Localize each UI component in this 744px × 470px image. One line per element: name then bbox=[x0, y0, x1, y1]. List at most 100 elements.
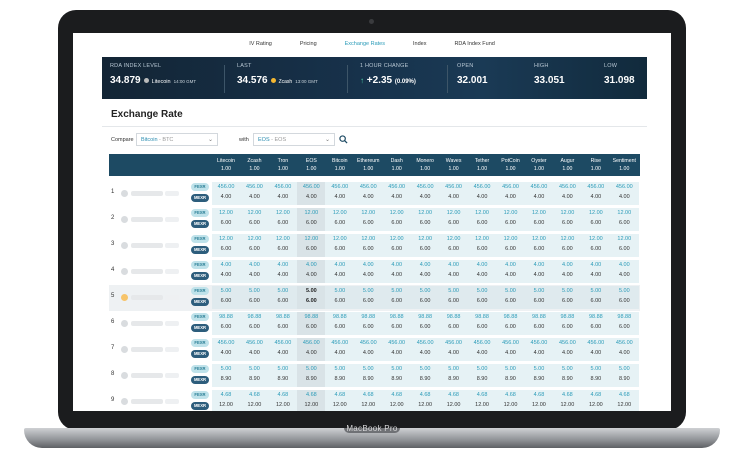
mexr-value: 4.00 bbox=[533, 272, 545, 278]
top-nav: IV Rating Pricing Exchange Rates Index RDA I… bbox=[73, 33, 671, 55]
mexr-value: 8.90 bbox=[419, 376, 431, 382]
mexr-value: 6.00 bbox=[334, 220, 346, 226]
fexr-value: 12.00 bbox=[475, 236, 489, 242]
fexr-value: 456.00 bbox=[558, 340, 576, 346]
camera-icon bbox=[369, 19, 374, 24]
table-row[interactable]: 3 FEXR MEXR 12.00 6.00 12.00 6.00 12.00 6.00 12.0… bbox=[109, 233, 640, 259]
fexr-value: 12.00 bbox=[276, 236, 290, 242]
column-header-sentiment[interactable]: Sentiment 1.00 bbox=[610, 157, 638, 173]
fexr-value: 4.68 bbox=[362, 392, 374, 398]
column-header-tron[interactable]: Tron 1.00 bbox=[269, 157, 297, 173]
mexr-value: 4.00 bbox=[618, 194, 630, 200]
table-row[interactable]: 2 FEXR MEXR 12.00 6.00 12.00 6.00 12.00 6.00 12.0… bbox=[109, 207, 640, 233]
fexr-value: 456.00 bbox=[615, 184, 633, 190]
fexr-value: 12.00 bbox=[617, 236, 632, 242]
fexr-value: 12.00 bbox=[560, 236, 575, 242]
index-banner: RDA INDEX LEVEL 34.879 Litecoin 14:00 GMT … bbox=[102, 57, 647, 99]
fexr-value: 456.00 bbox=[416, 340, 434, 346]
fexr-value: 4.68 bbox=[533, 392, 545, 398]
fexr-value: 98.88 bbox=[446, 314, 461, 320]
column-header-waves[interactable]: Waves 1.00 bbox=[440, 157, 468, 173]
column-header-zcash[interactable]: Zcash 1.00 bbox=[240, 157, 268, 173]
fexr-value: 4.00 bbox=[590, 262, 602, 268]
mexr-value: 8.90 bbox=[249, 376, 260, 382]
column-header-bitcoin[interactable]: Bitcoin 1.00 bbox=[326, 157, 354, 173]
column-header-monero[interactable]: Monero 1.00 bbox=[411, 157, 439, 173]
rate-cells: 4.68 12.00 4.68 12.00 4.68 12.00 4.68 12.00 4.68… bbox=[212, 390, 639, 411]
nav-item-rda-index-fund[interactable]: RDA Index Fund bbox=[454, 41, 495, 47]
fexr-value: 12.00 bbox=[304, 210, 319, 216]
fexr-value: 4.68 bbox=[505, 392, 516, 398]
coin-name-blurred bbox=[131, 321, 163, 326]
nav-item-index[interactable]: Index bbox=[412, 41, 427, 47]
fexr-value: 98.88 bbox=[219, 314, 233, 320]
table-row[interactable]: 7 FEXR MEXR 456.00 4.00 456.00 4.00 456.00 4.00 4… bbox=[109, 337, 640, 363]
fexr-value: 4.68 bbox=[476, 392, 488, 398]
fexr-value: 5.00 bbox=[249, 366, 260, 372]
coin-icon bbox=[121, 320, 128, 327]
table-row[interactable]: 9 FEXR MEXR 4.68 12.00 4.68 12.00 4.68 12.00 4.68… bbox=[109, 389, 640, 411]
fexr-value: 5.00 bbox=[533, 288, 545, 294]
fexr-value: 12.00 bbox=[276, 210, 290, 216]
with-select[interactable]: EOS - EOS ⌄ bbox=[253, 133, 335, 146]
table-row[interactable]: 5 FEXR MEXR 5.00 6.00 5.00 6.00 5.00 6.00 5.00 6.0… bbox=[109, 285, 640, 311]
fexr-value: 5.00 bbox=[419, 288, 431, 294]
mexr-value: 4.00 bbox=[476, 194, 488, 200]
coin-name-blurred bbox=[131, 191, 163, 196]
compare-select[interactable]: Bitcoin - BTC ⌄ bbox=[136, 133, 218, 146]
mexr-value: 8.90 bbox=[590, 376, 602, 382]
coin-name-blurred bbox=[131, 399, 163, 404]
mexr-value: 8.90 bbox=[618, 376, 630, 382]
table-row[interactable]: 4 FEXR MEXR 4.00 4.00 4.00 4.00 4.00 4.00 4.00 4.0… bbox=[109, 259, 640, 285]
fexr-value: 456.00 bbox=[445, 184, 462, 190]
table-row[interactable]: 6 FEXR MEXR 98.88 6.00 98.88 6.00 98.88 6.00 98.8… bbox=[109, 311, 640, 337]
nav-item-iv-rating[interactable]: IV Rating bbox=[249, 41, 272, 47]
nav-item-pricing[interactable]: Pricing bbox=[299, 41, 317, 47]
fexr-value: 98.88 bbox=[475, 314, 489, 320]
search-icon[interactable] bbox=[339, 135, 348, 144]
column-base: 1.00 bbox=[363, 166, 374, 172]
mexr-value: 4.00 bbox=[334, 350, 346, 356]
column-base: 1.00 bbox=[562, 166, 573, 172]
mexr-value: 6.00 bbox=[562, 220, 573, 226]
column-header-potcoin[interactable]: PotCoin 1.00 bbox=[497, 157, 525, 173]
high-stat: HIGH 33.051 bbox=[534, 63, 565, 86]
column-base: 1.00 bbox=[420, 166, 431, 172]
column-header-eos[interactable]: EOS 1.00 bbox=[297, 157, 325, 173]
mexr-value: 12.00 bbox=[560, 402, 575, 408]
table-row[interactable]: 1 FEXR MEXR 456.00 4.00 456.00 4.00 456.00 4.00 4… bbox=[109, 181, 640, 207]
column-name: PotCoin bbox=[501, 158, 520, 164]
fexr-value: 12.00 bbox=[304, 236, 319, 242]
mexr-value: 4.00 bbox=[220, 272, 232, 278]
fexr-value: 4.68 bbox=[334, 392, 346, 398]
mexr-value: 6.00 bbox=[277, 298, 289, 304]
mexr-value: 4.00 bbox=[476, 350, 488, 356]
with-label: with bbox=[239, 137, 249, 143]
mexr-value: 12.00 bbox=[617, 402, 632, 408]
coin-code-blurred bbox=[165, 373, 179, 378]
column-header-ethereum[interactable]: Ethereum 1.00 bbox=[354, 157, 382, 173]
column-header-augur[interactable]: Augur 1.00 bbox=[553, 157, 581, 173]
row-number: 3 bbox=[111, 241, 115, 247]
coin-icon bbox=[121, 216, 128, 223]
fexr-value: 456.00 bbox=[246, 340, 263, 346]
column-header-litecoin[interactable]: Litecoin 1.00 bbox=[212, 157, 240, 173]
column-header-tether[interactable]: Tether 1.00 bbox=[468, 157, 496, 173]
row-number: 5 bbox=[111, 293, 115, 299]
mexr-value: 4.00 bbox=[220, 194, 232, 200]
rate-cells: 456.00 4.00 456.00 4.00 456.00 4.00 456.00 4.00… bbox=[212, 338, 639, 361]
mexr-value: 8.90 bbox=[391, 376, 403, 382]
row-number: 4 bbox=[111, 267, 115, 273]
table-row[interactable]: 8 FEXR MEXR 5.00 8.90 5.00 8.90 5.00 8.90 5.00 8.9… bbox=[109, 363, 640, 389]
fexr-value: 456.00 bbox=[359, 340, 377, 346]
fexr-value: 5.00 bbox=[590, 366, 602, 372]
nav-item-exchange-rates[interactable]: Exchange Rates bbox=[344, 41, 385, 47]
mexr-value: 6.00 bbox=[305, 246, 317, 252]
mexr-value: 12.00 bbox=[219, 402, 233, 408]
column-header-oyster[interactable]: Oyster 1.00 bbox=[525, 157, 553, 173]
column-header-rise[interactable]: Rise 1.00 bbox=[582, 157, 610, 173]
fexr-value: 5.00 bbox=[562, 366, 573, 372]
mexr-value: 4.00 bbox=[562, 350, 573, 356]
column-header-dash[interactable]: Dash 1.00 bbox=[383, 157, 411, 173]
page-title: Exchange Rate bbox=[111, 109, 183, 120]
